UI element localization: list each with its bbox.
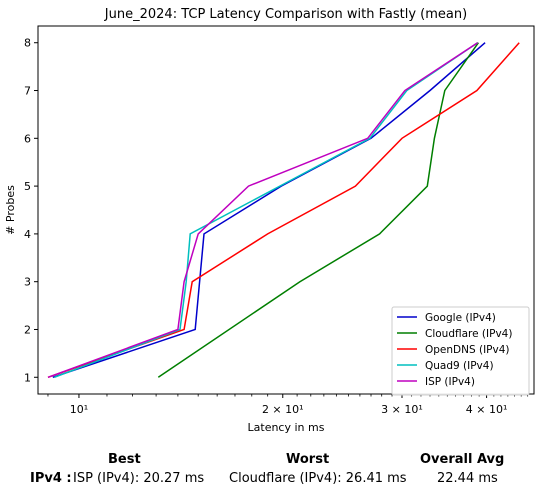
y-tick-label-5: 6 [24, 132, 31, 145]
legend-label-4: ISP (IPv4) [425, 376, 475, 388]
plot-frame [37, 25, 535, 395]
series-line-2 [47, 42, 520, 379]
legend-label-2: OpenDNS (IPv4) [425, 344, 510, 356]
chart-title: June_2024: TCP Latency Comparison with F… [104, 7, 467, 22]
legend-label-1: Cloudflare (IPv4) [425, 328, 512, 340]
legend-box [391, 306, 530, 396]
x-tick-label-0: 10¹ [70, 403, 88, 416]
best-value: ISP (IPv4): 20.27 ms [73, 471, 205, 486]
y-tick-label-2: 3 [24, 276, 31, 289]
y-tick-label-1: 2 [24, 323, 31, 336]
best-header: Best [108, 452, 141, 467]
x-tick-label-2: 3 × 10¹ [381, 403, 423, 416]
latency-chart: June_2024: TCP Latency Comparison with F… [4, 7, 535, 434]
series-layer [47, 42, 520, 379]
y-tick-label-4: 5 [24, 180, 31, 193]
axis-layer: 1 2 3 4 5 6 7 8 10¹ 2 × 10¹ 3 × 10¹ 4 × 10¹ [24, 37, 529, 416]
summary-row-label: IPv4 : [30, 471, 72, 486]
series-line-1 [157, 42, 480, 378]
y-tick-label-0: 1 [24, 371, 31, 384]
legend-label-3: Quad9 (IPv4) [425, 360, 494, 372]
worst-header: Worst [286, 452, 330, 467]
series-line-4 [47, 42, 479, 379]
y-axis-label: # Probes [4, 185, 17, 235]
y-tick-label-7: 8 [24, 37, 31, 50]
x-tick-label-3: 4 × 10¹ [466, 403, 508, 416]
legend: Google (IPv4) Cloudflare (IPv4) OpenDNS (I… [391, 306, 530, 396]
overall-avg-value: 22.44 ms [437, 471, 498, 486]
overall-avg-header: Overall Avg [420, 452, 505, 467]
legend-label-0: Google (IPv4) [425, 312, 496, 324]
x-tick-label-1: 2 × 10¹ [262, 403, 304, 416]
y-tick-label-6: 7 [24, 85, 31, 98]
worst-value: Cloudflare (IPv4): 26.41 ms [229, 471, 407, 486]
series-line-3 [54, 42, 479, 379]
y-tick-label-3: 4 [24, 228, 31, 241]
x-axis-label: Latency in ms [248, 421, 325, 434]
